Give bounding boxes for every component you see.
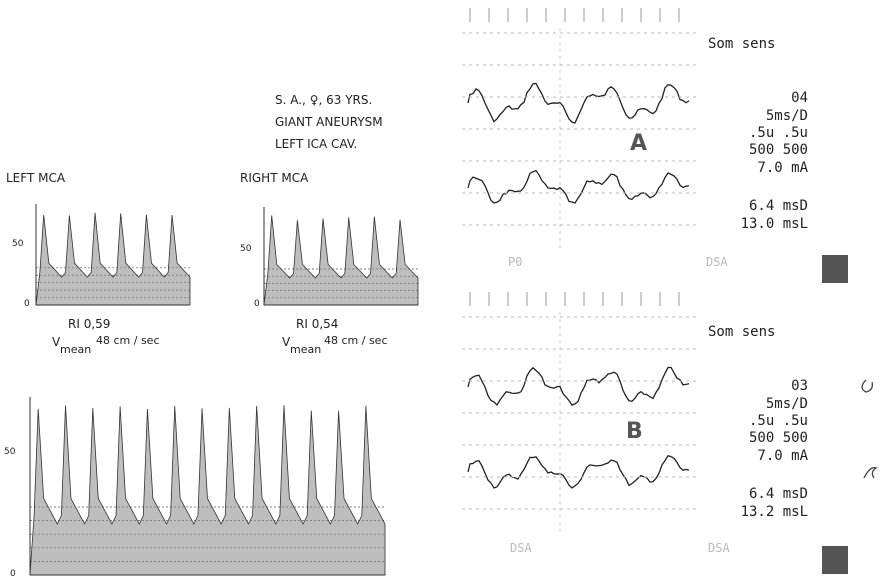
axis-label: 0 [254, 299, 260, 309]
trace [468, 456, 689, 488]
sep-param: .5u .5u [749, 413, 808, 429]
v-value: 48 cm / sec [324, 334, 388, 347]
axis-label: 50 [12, 239, 24, 249]
spectrum [264, 215, 418, 305]
marker [822, 255, 848, 283]
axis-label: 0 [24, 299, 30, 309]
handwriting [862, 380, 872, 392]
sep-param: 03 [791, 378, 808, 394]
panel-title: LEFT MCA [6, 171, 66, 185]
sep-param: 7.0 mA [757, 160, 808, 176]
panel-title: RIGHT MCA [240, 171, 309, 185]
sep-param: 5ms/D [766, 108, 808, 124]
trace-label: DSA [706, 255, 728, 269]
panel-letter: A [630, 131, 647, 156]
sep-title: Som sens [708, 36, 775, 52]
axis-label: 50 [4, 447, 16, 457]
trace [468, 83, 689, 123]
marker [822, 546, 848, 574]
sep-param: 6.4 msD [749, 198, 808, 214]
sep-param: 04 [791, 90, 808, 106]
sep-param: 5ms/D [766, 396, 808, 412]
patient-line: S. A., ♀, 63 YRS. [275, 93, 372, 107]
sep-param: 6.4 msD [749, 486, 808, 502]
v-value: 48 cm / sec [96, 334, 160, 347]
v-sub: mean [290, 343, 321, 356]
sep-param: 500 500 [749, 430, 808, 446]
trace-label: DSA [510, 541, 532, 555]
sep-param: .5u .5u [749, 125, 808, 141]
v-sub: mean [60, 343, 91, 356]
patient-line: GIANT ANEURYSM [275, 115, 383, 129]
panel-letter: B [626, 419, 643, 444]
ri-value: RI 0,54 [296, 317, 338, 331]
spectrum [30, 405, 385, 575]
trace-label: DSA [708, 541, 730, 555]
spectrum [36, 213, 190, 305]
trace-label: P0 [508, 255, 522, 269]
sep-param: 500 500 [749, 142, 808, 158]
figure: S. A., ♀, 63 YRS. GIANT ANEURYSM LEFT IC… [0, 0, 888, 580]
axis-label: 50 [240, 244, 252, 254]
sep-param: 13.0 msL [741, 216, 808, 232]
sep-param: 13.2 msL [741, 504, 808, 520]
patient-line: LEFT ICA CAV. [275, 137, 357, 151]
trace [468, 367, 689, 405]
ri-value: RI 0,59 [68, 317, 110, 331]
sep-title: Som sens [708, 324, 775, 340]
sep-param: 7.0 mA [757, 448, 808, 464]
axis-label: 0 [10, 569, 16, 579]
handwriting [864, 468, 876, 478]
trace [468, 171, 689, 203]
